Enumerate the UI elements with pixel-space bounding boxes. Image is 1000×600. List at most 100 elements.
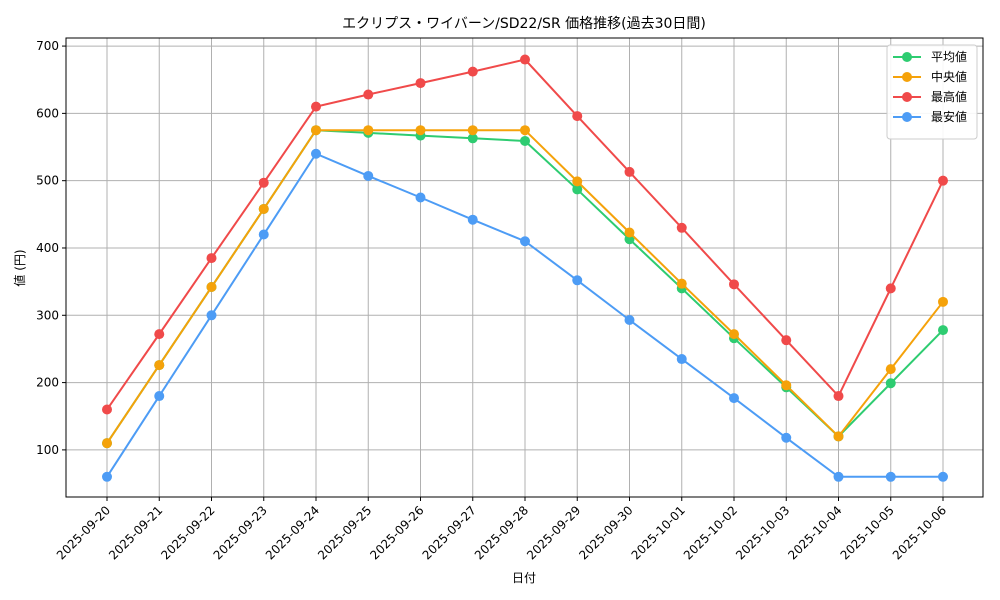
data-point [833,391,844,402]
data-point [781,432,792,443]
data-point [624,314,635,325]
data-point [729,393,739,404]
data-point [938,296,948,307]
series-3 [102,148,948,482]
x-tick-label: 2025-10-06 [890,503,949,562]
data-point [206,253,217,264]
legend-label: 平均値 [931,49,967,64]
x-tick-label: 2025-09-22 [158,503,217,562]
y-tick-label: 100 [36,443,59,457]
x-tick-label: 2025-09-24 [263,503,322,562]
data-point [467,133,478,144]
data-point [467,214,478,225]
data-point [258,229,269,240]
data-point [415,192,426,203]
series-1 [102,125,948,449]
x-axis: 2025-09-202025-09-212025-09-222025-09-23… [54,497,949,562]
data-point [467,125,478,136]
x-tick-label: 2025-09-29 [524,503,583,562]
data-point [363,170,374,181]
data-point [572,184,583,195]
data-point [572,111,583,122]
grid [66,38,983,497]
x-tick-label: 2025-10-03 [733,503,792,562]
data-point [885,283,896,294]
x-tick-label: 2025-10-01 [629,503,688,562]
data-point [572,275,583,286]
x-axis-label: 日付 [512,571,536,585]
legend-marker [902,72,912,82]
data-point [258,177,269,188]
data-point [729,329,739,340]
y-axis-label: 値 (円) [12,249,27,286]
x-tick-label: 2025-09-27 [420,503,479,562]
data-point [102,404,112,415]
x-tick-label: 2025-09-23 [211,503,270,562]
x-tick-label: 2025-09-26 [367,503,426,562]
x-tick-label: 2025-10-04 [785,503,844,562]
data-point [938,175,948,186]
data-point [938,471,948,482]
data-point [154,360,165,371]
data-point [520,125,530,136]
legend-item: 最安値 [893,109,967,124]
data-point [415,78,426,89]
chart-title: エクリプス・ワイバーン/SD22/SR 価格推移(過去30日間) [342,16,706,32]
legend-label: 最高値 [931,89,967,104]
data-point [363,89,374,100]
legend-label: 最安値 [931,109,967,124]
x-tick-label: 2025-09-20 [54,503,113,562]
data-point [676,222,687,233]
data-point [520,236,530,247]
x-tick-label: 2025-09-21 [106,503,165,562]
data-point [415,125,426,136]
y-tick-label: 500 [36,174,59,188]
x-tick-label: 2025-10-05 [838,503,897,562]
y-tick-label: 400 [36,241,59,255]
data-point [520,135,530,146]
series-group [102,54,948,482]
data-point [154,391,165,402]
data-point [781,335,792,346]
data-point [885,364,896,375]
data-point [258,203,269,214]
y-tick-label: 300 [36,308,59,322]
y-axis: 100 200 300 400 500 600 700 [36,39,66,457]
y-tick-label: 600 [36,106,59,120]
data-point [833,471,844,482]
x-tick-label: 2025-09-30 [576,503,635,562]
legend-item: 中央値 [893,69,967,84]
data-point [833,431,844,442]
data-point [729,279,739,290]
data-point [676,354,687,365]
legend-item: 平均値 [893,49,967,64]
x-tick-label: 2025-09-25 [315,503,374,562]
series-2 [102,54,948,415]
data-point [624,227,635,238]
legend-item: 最高値 [893,89,967,104]
data-point [676,278,687,289]
data-point [206,310,217,321]
data-point [624,166,635,177]
data-point [363,125,374,136]
legend-marker [902,92,912,102]
data-point [938,325,948,336]
legend-label: 中央値 [931,69,967,84]
x-tick-label: 2025-10-02 [681,503,740,562]
data-point [206,282,217,293]
data-point [311,101,321,112]
data-point [102,471,112,482]
data-point [572,176,583,187]
data-point [781,380,792,391]
data-point [885,471,896,482]
data-point [311,148,321,159]
data-point [467,66,478,77]
data-point [154,329,165,340]
data-point [885,378,896,389]
data-point [520,54,530,65]
data-point [102,438,112,449]
x-tick-label: 2025-09-28 [472,503,531,562]
legend-marker [902,52,912,62]
